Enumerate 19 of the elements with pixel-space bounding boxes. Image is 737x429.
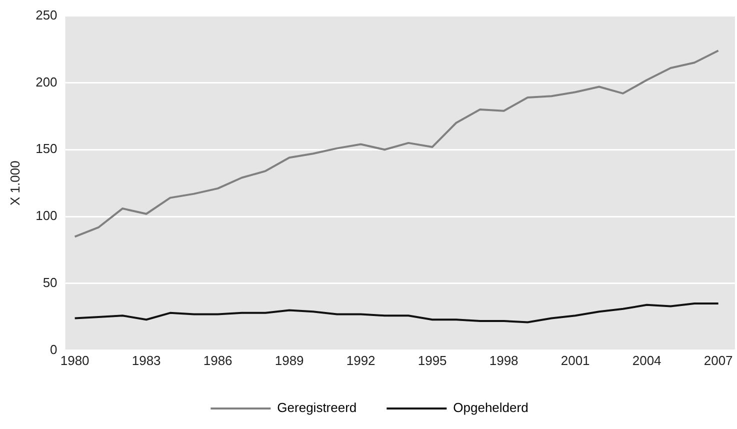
legend-label: Opgehelderd xyxy=(453,400,528,416)
x-tick-label: 1980 xyxy=(60,352,90,368)
x-tick-label: 1995 xyxy=(418,352,447,368)
x-tick-label: 2007 xyxy=(704,352,733,368)
legend-label: Geregistreerd xyxy=(277,400,357,416)
x-tick-label: 1986 xyxy=(203,352,232,368)
y-tick-label: 200 xyxy=(36,74,58,90)
x-tick-label: 1998 xyxy=(489,352,518,368)
x-tick-label: 1983 xyxy=(132,352,161,368)
x-tick-label: 2001 xyxy=(560,352,590,368)
y-tick-label: 50 xyxy=(42,275,58,290)
y-axis-title: X 1.000 xyxy=(7,160,22,206)
x-tick-label: 1989 xyxy=(274,352,304,368)
y-tick-label: 100 xyxy=(36,208,58,224)
x-tick-label: 2004 xyxy=(632,352,662,368)
x-tick-label: 1992 xyxy=(346,352,376,368)
y-tick-label: 250 xyxy=(36,7,58,22)
y-tick-label: 150 xyxy=(36,141,58,156)
y-tick-label: 0 xyxy=(50,342,58,357)
